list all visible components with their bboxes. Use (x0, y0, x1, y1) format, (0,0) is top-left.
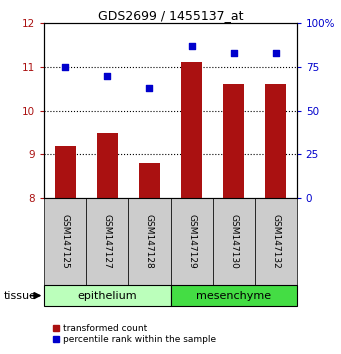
Text: GSM147125: GSM147125 (61, 214, 70, 269)
Bar (55, 146, 76, 198)
Bar (44, 198, 86, 285)
Text: tissue: tissue (3, 291, 36, 301)
Bar (44, 285, 170, 306)
Bar (129, 198, 170, 285)
Text: GSM147130: GSM147130 (229, 214, 238, 269)
Point (105, 73, 110, 78)
Bar (212, 198, 255, 285)
Bar (223, 84, 244, 198)
Text: GSM147127: GSM147127 (103, 214, 112, 269)
Text: epithelium: epithelium (78, 291, 137, 301)
Text: GSM147132: GSM147132 (271, 214, 280, 269)
Bar (255, 198, 297, 285)
Legend: transformed count, percentile rank within the sample: transformed count, percentile rank withi… (49, 321, 220, 348)
Bar (181, 62, 202, 198)
Title: GDS2699 / 1455137_at: GDS2699 / 1455137_at (98, 9, 243, 22)
Bar (97, 132, 118, 198)
Bar (170, 198, 212, 285)
Point (147, 85, 152, 91)
Point (189, 43, 194, 48)
Bar (86, 198, 129, 285)
Text: GSM147128: GSM147128 (145, 214, 154, 269)
Point (231, 50, 236, 56)
Bar (139, 163, 160, 198)
Text: GSM147129: GSM147129 (187, 214, 196, 269)
Bar (265, 84, 286, 198)
Point (273, 50, 278, 56)
Bar (170, 285, 297, 306)
Point (63, 64, 68, 70)
Text: mesenchyme: mesenchyme (196, 291, 271, 301)
